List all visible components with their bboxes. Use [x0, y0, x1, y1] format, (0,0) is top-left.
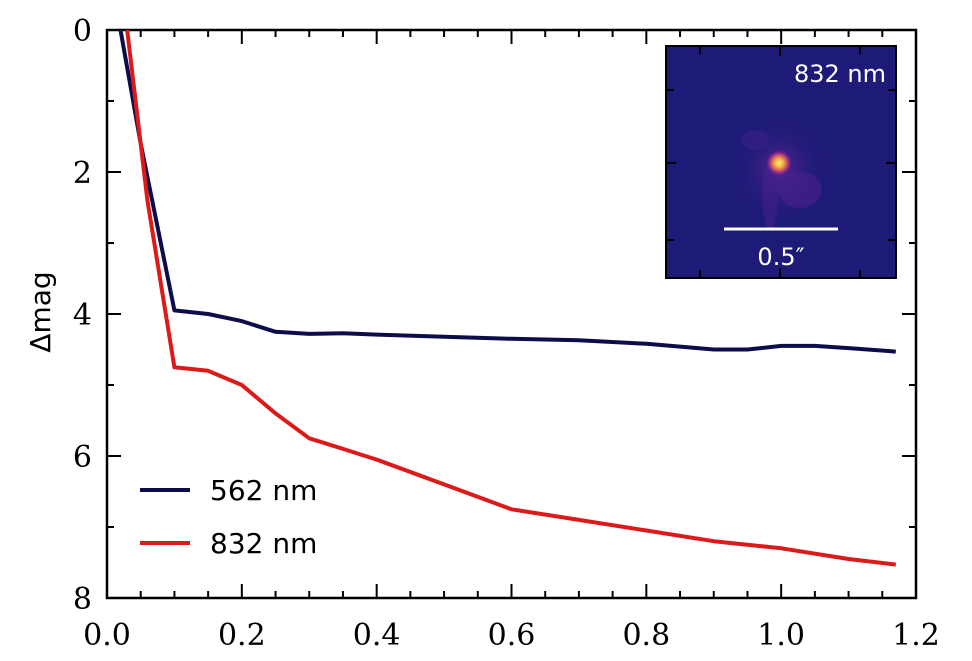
x-tick-label: 0.4	[353, 618, 401, 653]
inset-source	[765, 149, 793, 177]
inset-image: 0.5″ 832 nm	[665, 45, 897, 279]
series-group	[118, 30, 897, 567]
y-tick-label: 6	[73, 440, 92, 475]
legend-label-562nm: 562 nm	[210, 474, 317, 507]
y-tick-label: 0	[73, 14, 92, 49]
legend: 562 nm 832 nm	[140, 474, 317, 560]
y-axis-label: Δmag	[24, 271, 57, 352]
axis-tick-labels: 0.0 0.2 0.4 0.6 0.8 1.0 1.2 0 2 4 6 8	[73, 14, 940, 653]
x-tick-label: 1.2	[892, 618, 940, 653]
x-tick-label: 0.0	[83, 618, 131, 653]
series-line-832nm	[125, 30, 897, 567]
inset-scale-bar-label: 0.5″	[757, 243, 804, 271]
series-line-562nm	[118, 30, 896, 354]
x-tick-label: 0.8	[622, 618, 670, 653]
legend-label-832nm: 832 nm	[210, 527, 317, 560]
inset-label: 832 nm	[794, 60, 886, 88]
x-tick-label: 1.0	[757, 618, 805, 653]
x-tick-label: 0.2	[218, 618, 266, 653]
x-tick-label: 0.6	[488, 618, 536, 653]
y-tick-label: 8	[73, 582, 92, 617]
y-tick-label: 4	[73, 298, 92, 333]
axis-ticks	[106, 29, 917, 599]
y-tick-label: 2	[73, 156, 92, 191]
